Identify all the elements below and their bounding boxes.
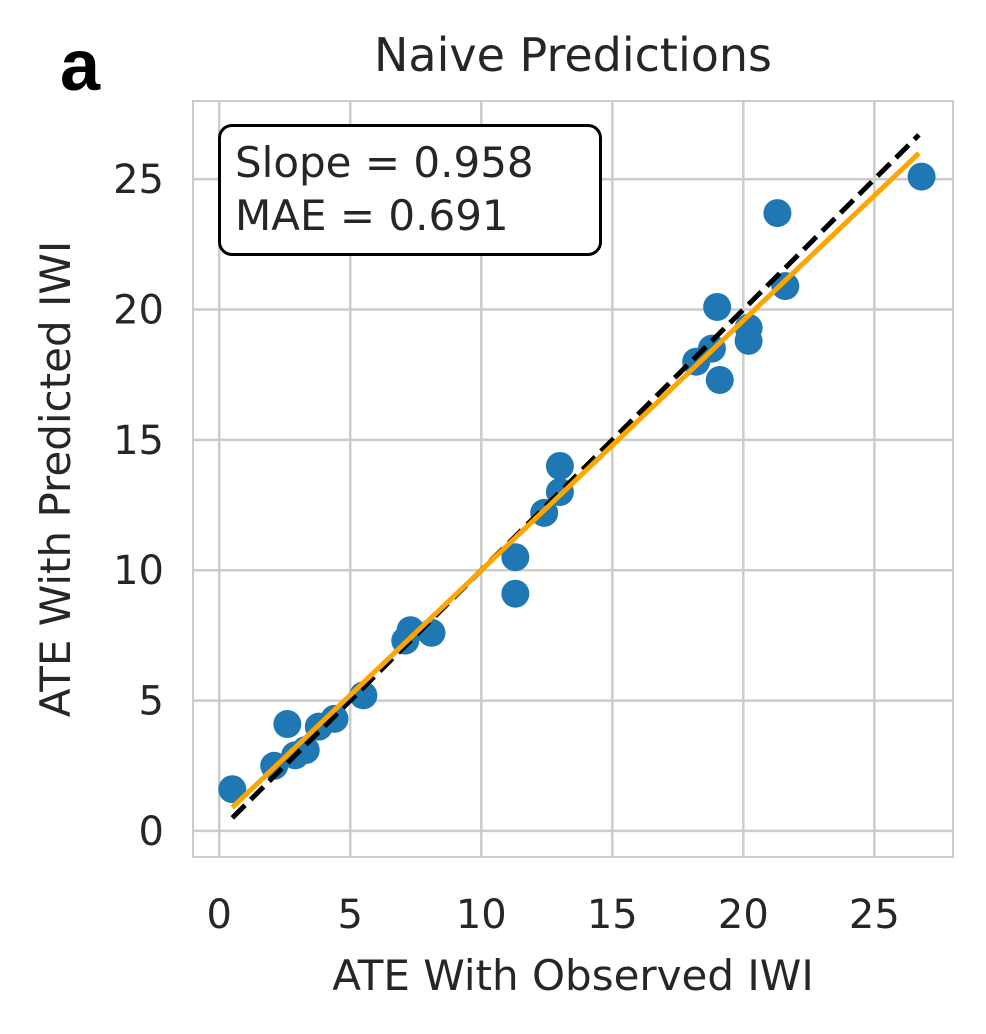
data-point [396,616,425,645]
data-point [771,272,800,301]
slope-text: Slope = 0.958 [235,138,534,187]
mae-text: MAE = 0.691 [235,190,509,240]
fit-line [230,151,921,810]
data-point [705,365,734,394]
identity-line [230,133,921,820]
data-point [218,775,247,804]
x-tick-label: 5 [338,892,363,938]
tick-labels: 0 5 10 15 20 25 0 5 10 15 20 25 [113,157,900,938]
y-tick-label: 10 [113,548,164,594]
data-point [501,543,530,572]
data-point [734,326,763,355]
x-tick-label: 10 [456,892,507,938]
x-tick-label: 0 [206,892,231,938]
data-point [545,451,574,480]
y-tick-label: 25 [113,157,164,203]
panel-label: a [60,26,101,106]
data-point [273,710,302,739]
y-axis-label: ATE With Predicted IWI [31,241,80,718]
y-tick-label: 0 [139,809,164,855]
data-point [501,579,530,608]
reference-lines [230,133,921,820]
x-axis-label: ATE With Observed IWI [332,951,813,1000]
chart-title: Naive Predictions [373,28,772,82]
x-tick-label: 20 [718,892,769,938]
y-tick-label: 15 [113,418,164,464]
x-tick-label: 25 [849,892,900,938]
data-point [907,162,936,191]
data-point [703,292,732,321]
y-tick-label: 20 [113,288,164,334]
stats-annotation-box: Slope = 0.958 MAE = 0.691 [218,124,602,256]
y-tick-label: 5 [139,679,164,725]
x-tick-label: 15 [587,892,638,938]
data-point [763,199,792,228]
